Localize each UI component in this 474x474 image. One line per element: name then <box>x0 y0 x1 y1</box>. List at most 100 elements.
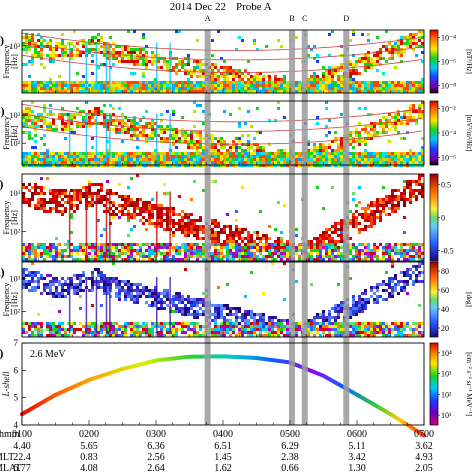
spectrogram-cell <box>298 246 301 249</box>
spectrogram-cell <box>364 125 367 128</box>
spectrogram-cell <box>259 155 262 158</box>
spectrogram-cell <box>328 90 331 93</box>
spectrogram-cell <box>322 164 325 167</box>
spectrogram-cell <box>55 249 58 252</box>
spectrogram-cell <box>151 304 154 307</box>
spectrogram-cell <box>100 81 103 84</box>
spectrogram-cell <box>133 125 136 128</box>
spectrogram-cell <box>349 137 352 140</box>
spectrogram-cell <box>223 87 226 90</box>
spectrogram-cell <box>127 186 130 189</box>
spectrogram-cell <box>130 286 133 289</box>
spectrogram-cell <box>340 84 343 87</box>
spectrogram-cell <box>367 258 370 261</box>
spectrogram-cell <box>340 228 343 231</box>
spectrogram-cell <box>181 219 184 222</box>
spectrogram-cell <box>184 268 187 271</box>
spectrogram-cell <box>124 48 127 51</box>
spectrogram-cell <box>382 186 385 189</box>
spectrogram-cell <box>46 113 49 116</box>
spectrogram-cell <box>220 258 223 261</box>
spectrogram-cell <box>313 249 316 252</box>
spectrogram-cell <box>145 210 148 213</box>
spectrogram-cell <box>421 36 424 39</box>
spectrogram-cell <box>247 310 250 313</box>
spectrogram-cell <box>277 101 280 104</box>
spectrogram-cell <box>202 87 205 90</box>
spectrogram-cell <box>340 325 343 328</box>
spectrogram-cell <box>175 81 178 84</box>
spectrogram-cell <box>124 116 127 119</box>
spectrogram-cell <box>361 152 364 155</box>
y-tick-label: 10² <box>10 139 21 148</box>
spectrogram-cell <box>379 152 382 155</box>
spectrogram-cell <box>307 322 310 325</box>
spectrogram-cell <box>88 328 91 331</box>
spectrogram-cell <box>181 116 184 119</box>
spectrogram-cell <box>61 128 64 131</box>
spectrogram-cell <box>274 252 277 255</box>
spectrogram-cell <box>184 158 187 161</box>
spectrogram-cell <box>232 72 235 75</box>
spectrogram-cell <box>268 152 271 155</box>
spectrogram-cell <box>391 155 394 158</box>
spectrogram-cell <box>187 54 190 57</box>
spectrogram-cell <box>277 78 280 81</box>
spectrogram-cell <box>199 143 202 146</box>
spectrogram-cell <box>94 283 97 286</box>
spectrogram-cell <box>268 143 271 146</box>
spectrogram-cell <box>70 113 73 116</box>
spectrogram-cell <box>190 328 193 331</box>
spectrogram-cell <box>112 42 115 45</box>
spectrogram-cell <box>238 75 241 78</box>
spectrogram-cell <box>244 87 247 90</box>
spectrogram-cell <box>358 243 361 246</box>
spectrogram-cell <box>190 84 193 87</box>
spectrogram-cell <box>187 222 190 225</box>
spectrogram-cell <box>376 286 379 289</box>
spectrogram-cell <box>145 328 148 331</box>
spectrogram-cell <box>91 192 94 195</box>
spectrogram-cell <box>97 271 100 274</box>
spectrogram-cell <box>76 54 79 57</box>
spectrogram-cell <box>61 113 64 116</box>
spectrogram-cell <box>409 258 412 261</box>
spectrogram-cell <box>367 152 370 155</box>
spectrogram-cell <box>160 90 163 93</box>
spectrogram-cell <box>406 87 409 90</box>
spectrogram-cell <box>100 161 103 164</box>
spectrogram-cell <box>376 152 379 155</box>
spectrogram-cell <box>355 87 358 90</box>
spectrogram-cell <box>352 155 355 158</box>
spectrogram-cell <box>214 219 217 222</box>
spectrogram-cell <box>241 164 244 167</box>
spectrogram-cell <box>163 292 166 295</box>
spectrogram-cell <box>331 30 334 33</box>
spectrogram-cell <box>178 60 181 63</box>
spectrogram-cell <box>418 174 421 177</box>
spectrogram-cell <box>193 301 196 304</box>
event-marker-band <box>301 30 308 425</box>
spectrogram-cell <box>394 87 397 90</box>
spectrogram-cell <box>73 84 76 87</box>
spectrogram-cell <box>139 119 142 122</box>
spectrogram-cell <box>373 325 376 328</box>
spectrogram-cell <box>220 249 223 252</box>
spectrogram-cell <box>73 274 76 277</box>
spectrogram-cell <box>22 268 25 271</box>
spectrogram-cell <box>328 325 331 328</box>
spectrogram-cell <box>298 152 301 155</box>
spectrogram-cell <box>211 328 214 331</box>
spectrogram-cell <box>379 125 382 128</box>
spectrogram-cell <box>97 189 100 192</box>
spectrogram-cell <box>31 258 34 261</box>
spectrogram-cell <box>217 313 220 316</box>
spectrogram-cell <box>235 149 238 152</box>
spectrogram-cell <box>364 152 367 155</box>
spectrogram-cell <box>25 283 28 286</box>
spectrogram-cell <box>88 113 91 116</box>
spectrogram-cell <box>46 81 49 84</box>
frequency-curve <box>21 32 423 51</box>
spectrogram-cell <box>130 258 133 261</box>
spectrogram-cell <box>217 149 220 152</box>
